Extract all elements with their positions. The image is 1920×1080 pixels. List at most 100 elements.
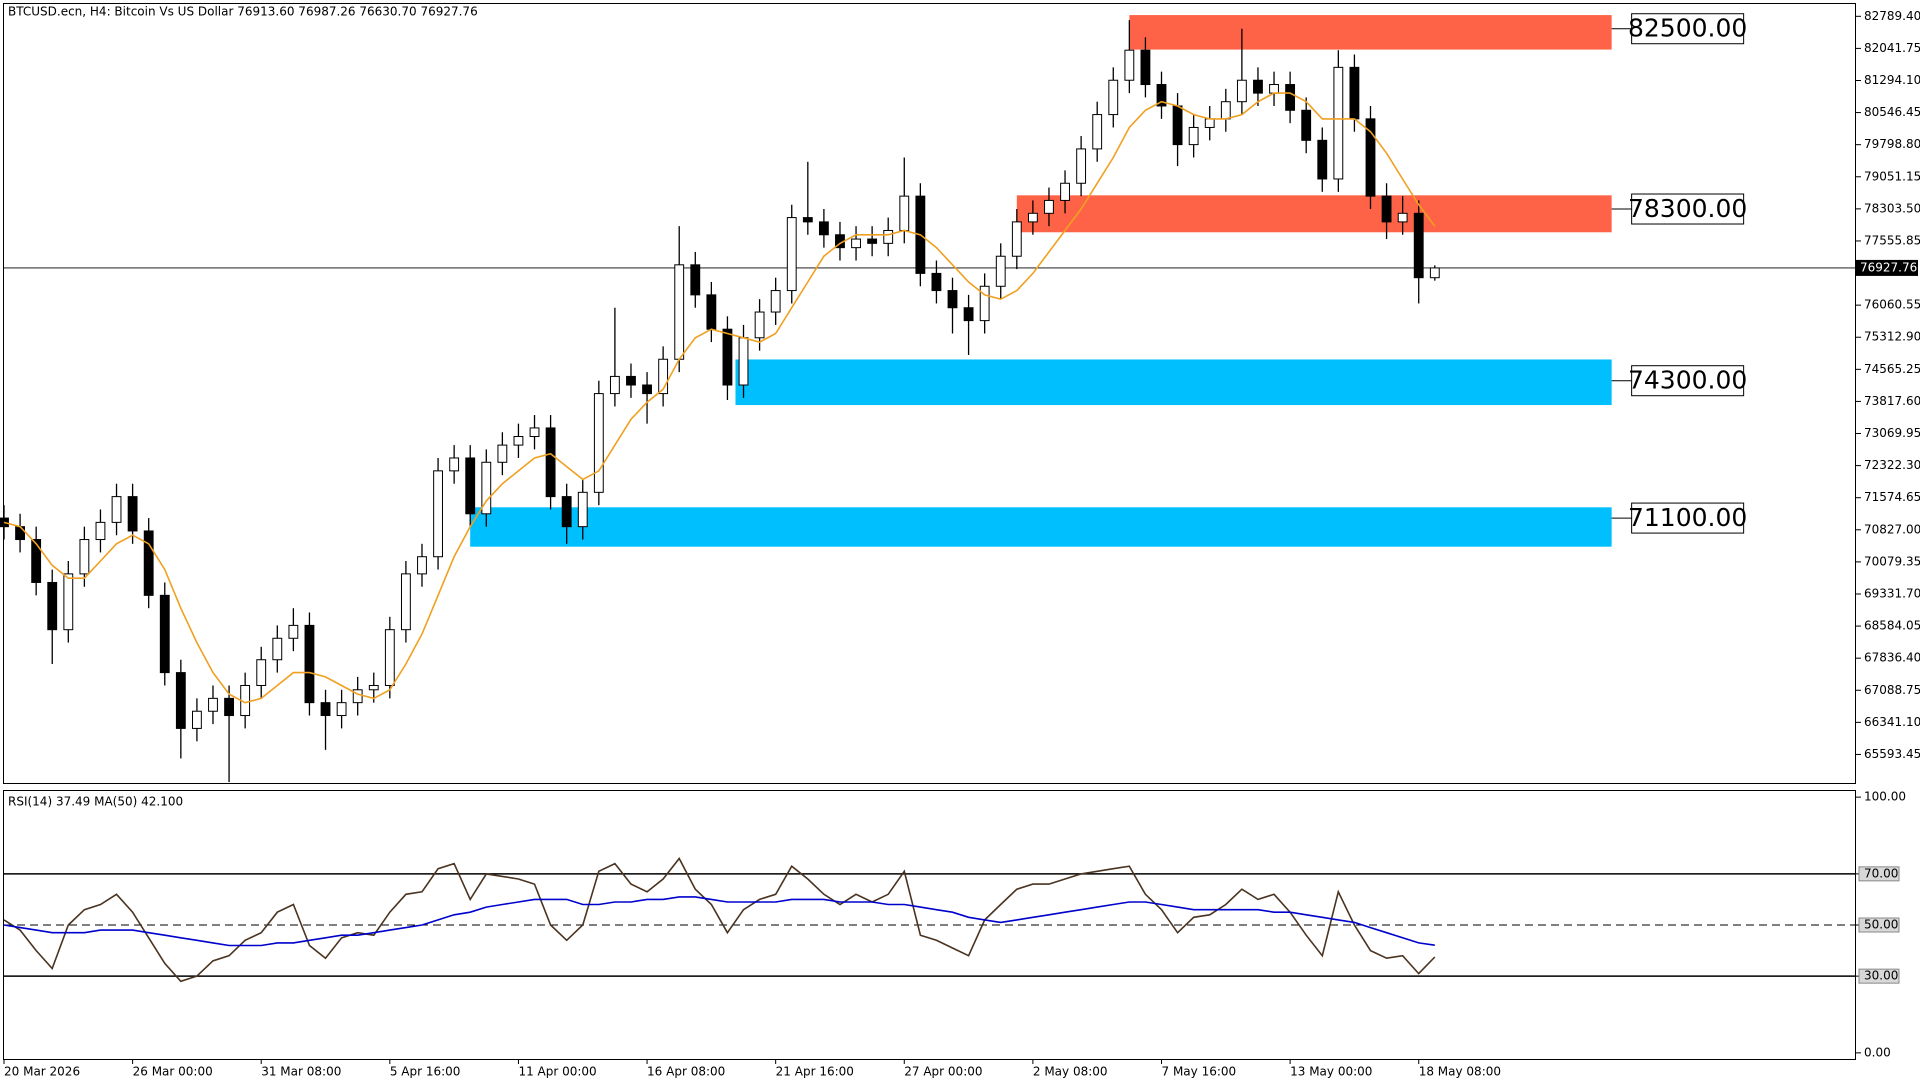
- zone: [735, 359, 1612, 406]
- candle-body: [288, 624, 299, 639]
- candle-body: [642, 384, 652, 395]
- candle-body: [1204, 118, 1215, 128]
- y-tick-label: 67088.75: [1864, 683, 1920, 697]
- candle-body: [1333, 66, 1344, 180]
- candle-body: [1188, 126, 1199, 146]
- candle-body: [336, 702, 347, 717]
- y-tick-label: 79798.80: [1864, 137, 1920, 151]
- y-tick-label: 74565.25: [1864, 362, 1920, 376]
- zone-label-box: [1631, 502, 1745, 534]
- candle-body: [111, 496, 122, 523]
- y-tick-label: 70827.00: [1864, 522, 1920, 536]
- candle-body: [995, 255, 1006, 287]
- candle-body: [722, 328, 733, 386]
- candle-body: [979, 285, 990, 322]
- candle-body: [883, 229, 894, 244]
- y-tick-label: 50.00: [1864, 918, 1898, 932]
- candle-body: [384, 629, 395, 686]
- candle-body: [400, 573, 411, 631]
- candle-body: [1365, 118, 1376, 197]
- y-tick-label: 82041.75: [1864, 41, 1920, 55]
- y-tick-label: 73069.95: [1864, 426, 1920, 440]
- y-tick-label: 82789.40: [1864, 9, 1920, 23]
- candle-body: [1060, 182, 1070, 201]
- candle-body: [208, 697, 218, 712]
- candle-body: [368, 684, 379, 691]
- y-tick-label: 70.00: [1864, 866, 1898, 880]
- candle-body: [79, 539, 90, 575]
- zone-label: 71100.00: [1628, 503, 1747, 532]
- price-panel-frame: [3, 3, 1856, 784]
- rsi-title: RSI(14) 37.49 MA(50) 42.100: [8, 795, 183, 809]
- y-tick-label: 70079.35: [1864, 554, 1920, 568]
- x-tick-label: 16 Apr 08:00: [647, 1065, 725, 1079]
- candle-body: [15, 526, 25, 541]
- candle-body: [867, 238, 878, 244]
- candle-body: [1381, 195, 1392, 223]
- candle-body: [1397, 212, 1408, 223]
- y-tick-label: 67836.40: [1864, 651, 1920, 665]
- candle-body: [449, 457, 460, 472]
- y-tick-label: 71574.65: [1864, 490, 1920, 504]
- x-tick-label: 21 Apr 16:00: [776, 1065, 854, 1079]
- candle-body: [127, 496, 138, 532]
- candle-body: [786, 217, 797, 292]
- zone-label: 82500.00: [1628, 14, 1747, 43]
- x-tick-label: 18 May 08:00: [1419, 1065, 1501, 1079]
- x-tick-label: 11 Apr 00:00: [518, 1065, 596, 1079]
- candle-body: [1108, 79, 1119, 116]
- candle-body: [593, 393, 604, 493]
- candle-body: [1092, 114, 1103, 150]
- last-price-box: [1856, 259, 1918, 276]
- candle-body: [1349, 66, 1360, 120]
- candle-body: [433, 470, 443, 558]
- y-tick-label: 65593.45: [1864, 747, 1920, 761]
- candle-body: [1140, 49, 1151, 86]
- candle-body: [609, 375, 620, 395]
- y-tick-label: 76060.55: [1864, 298, 1920, 312]
- candle-body: [626, 375, 636, 386]
- x-tick-label: 2 May 08:00: [1033, 1065, 1108, 1079]
- zone: [1016, 195, 1612, 233]
- candle-body: [1076, 148, 1087, 184]
- y-tick-label: 30.00: [1864, 969, 1898, 983]
- candle-body: [224, 697, 234, 717]
- zone-label-box: [1631, 13, 1745, 45]
- candle-body: [1285, 84, 1296, 111]
- line-series: [3, 92, 1436, 704]
- candle-body: [963, 307, 974, 322]
- candle-body: [95, 521, 106, 541]
- x-tick-label: 31 Mar 08:00: [261, 1065, 341, 1079]
- candle-body: [465, 457, 476, 515]
- candle-body: [1044, 199, 1054, 214]
- candle-body: [1156, 84, 1167, 107]
- candle-body: [706, 294, 717, 330]
- x-tick-label: 13 May 00:00: [1290, 1065, 1372, 1079]
- y-tick-label: 79051.15: [1864, 169, 1920, 183]
- candle-body: [577, 491, 588, 528]
- candle-body: [1253, 79, 1263, 94]
- candle-body: [320, 702, 331, 717]
- zone-label-box: [1631, 193, 1745, 225]
- candle-body: [529, 427, 540, 438]
- zone: [470, 507, 1612, 547]
- zone-label: 74300.00: [1628, 366, 1747, 395]
- chart-title: BTCUSD.ecn, H4: Bitcoin Vs US Dollar 769…: [8, 5, 478, 19]
- last-price-label: 76927.76: [1860, 260, 1917, 274]
- candle-body: [256, 659, 267, 686]
- y-tick-box: [1858, 917, 1900, 933]
- candle-body: [818, 221, 829, 236]
- candle-body: [63, 573, 74, 631]
- y-tick-label: 75312.90: [1864, 330, 1920, 344]
- zone: [1129, 15, 1612, 50]
- candle-body: [674, 264, 685, 360]
- y-tick-label: 81294.10: [1864, 73, 1920, 87]
- candle-body: [931, 272, 942, 292]
- y-tick-label: 78303.50: [1864, 201, 1920, 215]
- zone-label-box: [1631, 365, 1745, 397]
- candle-body: [47, 581, 58, 631]
- y-tick-box: [1858, 968, 1900, 984]
- candle-body: [851, 238, 861, 249]
- x-tick-label: 7 May 16:00: [1162, 1065, 1237, 1079]
